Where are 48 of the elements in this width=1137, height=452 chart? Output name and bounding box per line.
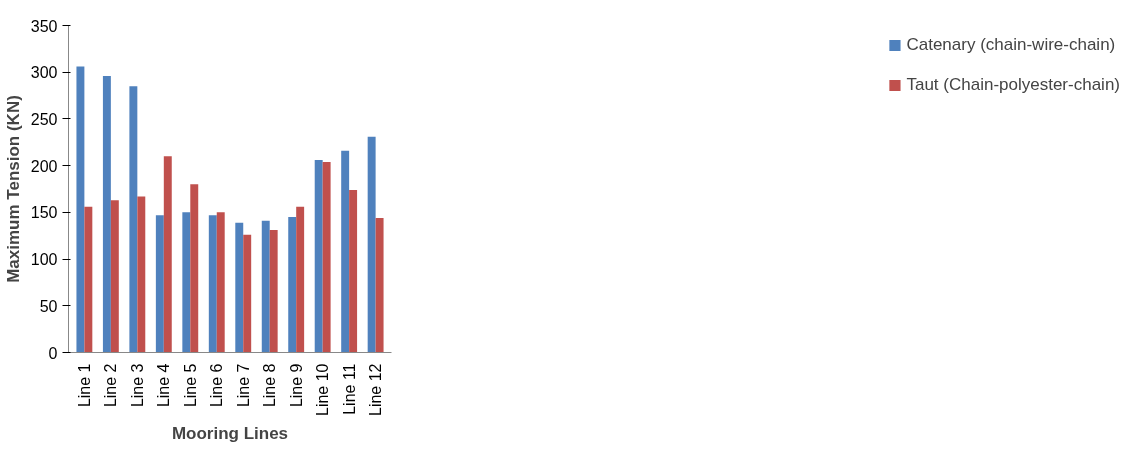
bar xyxy=(296,206,305,353)
legend-label: Catenary (chain-wire-chain) xyxy=(906,35,1116,55)
x-tick-label: Line 5 xyxy=(181,363,199,408)
bar xyxy=(190,184,199,353)
y-tick-label: 50 xyxy=(39,297,58,315)
bar xyxy=(367,136,376,353)
bar xyxy=(216,212,225,353)
y-tick-label: 300 xyxy=(30,64,58,82)
bar xyxy=(182,212,191,353)
x-tick-label: Line 11 xyxy=(340,363,358,415)
bar xyxy=(349,189,358,353)
bar xyxy=(137,196,146,353)
bar xyxy=(243,234,252,353)
y-tick-label: 350 xyxy=(30,17,58,35)
y-tick-label: 100 xyxy=(30,251,58,269)
legend-label: Taut (Chain-polyester-chain) xyxy=(906,75,1120,95)
x-tick-label: Line 3 xyxy=(128,363,146,408)
bar xyxy=(261,220,270,353)
x-tick-label: Line 1 xyxy=(75,363,93,408)
bar xyxy=(84,206,93,353)
bar xyxy=(314,160,323,353)
bar xyxy=(269,230,278,353)
bar xyxy=(102,75,111,353)
x-tick-label: Line 12 xyxy=(367,363,385,416)
bar xyxy=(288,217,297,353)
x-tick-label: Line 6 xyxy=(208,363,226,408)
y-tick-label: 0 xyxy=(48,344,58,362)
y-tick-label: 150 xyxy=(30,204,58,222)
bar xyxy=(163,156,172,353)
x-tick-label: Line 8 xyxy=(261,363,279,408)
y-tick-label: 250 xyxy=(30,110,58,128)
x-tick-label: Line 10 xyxy=(314,363,332,416)
bar xyxy=(322,161,331,353)
bar xyxy=(375,217,384,353)
bar xyxy=(129,86,138,353)
x-tick-label: Line 7 xyxy=(234,363,252,408)
y-tick-label: 200 xyxy=(30,157,58,175)
bar xyxy=(110,200,119,353)
x-tick-label: Line 9 xyxy=(287,363,305,408)
x-tick-label: Line 4 xyxy=(155,363,173,408)
x-tick-label: Line 2 xyxy=(102,363,120,408)
bar xyxy=(155,215,164,353)
bar xyxy=(76,66,85,353)
bar xyxy=(235,222,244,353)
bar xyxy=(341,150,350,353)
x-axis-title: Mooring Lines xyxy=(171,423,289,443)
bar xyxy=(208,215,217,353)
y-axis-title: Maximum Tension (KN) xyxy=(3,95,23,283)
